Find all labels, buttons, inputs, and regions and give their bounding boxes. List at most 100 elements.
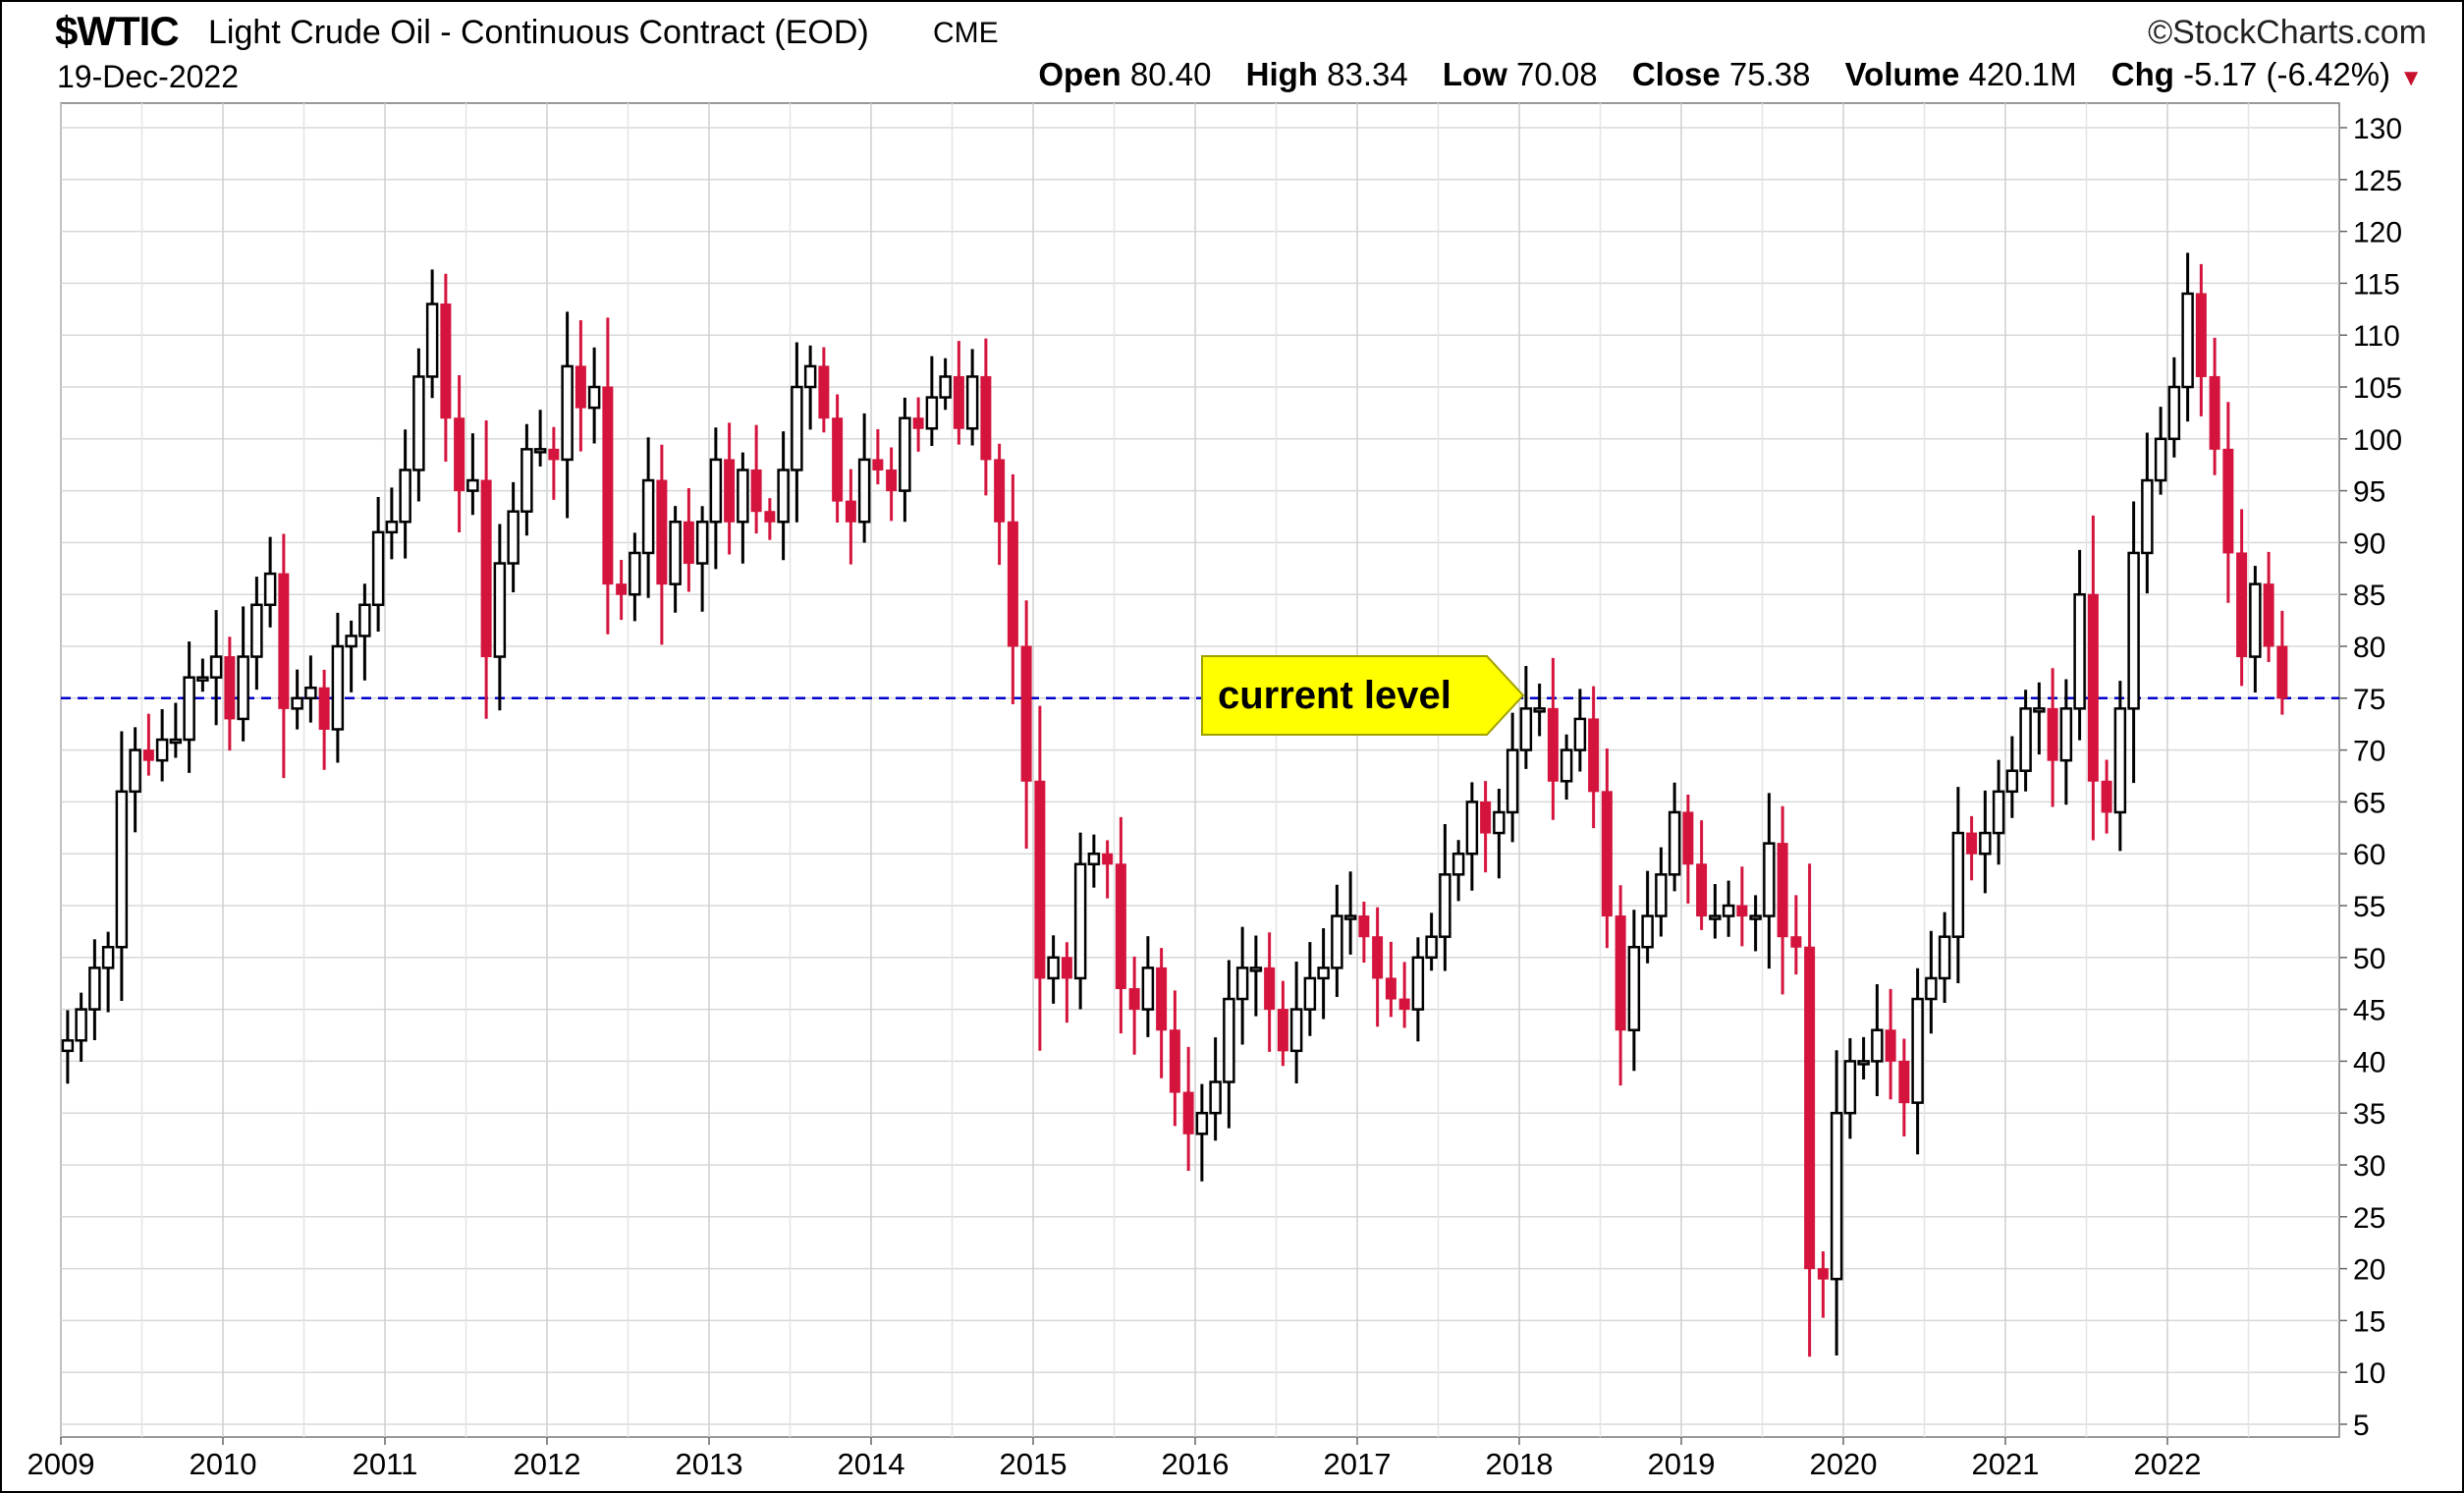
candle-body [2222, 448, 2234, 554]
y-tick-label: 130 [2353, 113, 2402, 145]
candle-body [480, 479, 492, 658]
chart-date: 19-Dec-2022 [57, 59, 239, 94]
candle-body [425, 303, 439, 378]
candle-body [318, 687, 330, 730]
candle-body [669, 521, 682, 585]
y-tick-label: 20 [2353, 1254, 2385, 1287]
candle-body [2005, 769, 2019, 794]
y-tick-label: 5 [2353, 1410, 2370, 1442]
candle-body [331, 644, 345, 731]
candle-body [737, 469, 749, 524]
y-tick-label: 120 [2353, 217, 2402, 249]
candle-body [939, 375, 952, 399]
y-tick-label: 85 [2353, 580, 2385, 612]
exchange-label: CME [933, 17, 999, 49]
open-label: Open [1038, 56, 1122, 92]
chg-value: -5.17 (-6.42%) [2183, 56, 2391, 92]
candle-body [2113, 707, 2127, 814]
candle-body [1533, 707, 1546, 713]
candle-body [2167, 385, 2181, 441]
candle-body [1843, 1060, 1857, 1115]
x-tick-label: 2012 [514, 1447, 581, 1481]
candle-body [2019, 707, 2032, 772]
candles-layer [61, 252, 2288, 1357]
y-tick-label: 125 [2353, 165, 2402, 197]
candle-body [183, 676, 195, 742]
candle-body [1627, 945, 1641, 1031]
open-value: 80.40 [1129, 56, 1212, 92]
candle-body [1547, 707, 1559, 782]
chart-grid [60, 102, 2340, 1438]
candle-body [724, 459, 736, 523]
candle-body [886, 469, 898, 492]
candle-body [899, 416, 911, 492]
candle-body [629, 551, 641, 596]
y-tick-label: 40 [2353, 1046, 2385, 1078]
volume-value: 420.1M [1968, 56, 2077, 92]
candle-body [2236, 552, 2248, 658]
candle-body [1871, 1028, 1884, 1063]
candle-body [1249, 967, 1263, 972]
candle-body [1047, 956, 1060, 980]
candle-body [1034, 780, 1046, 979]
candle-body [1209, 1080, 1222, 1115]
candle-body [2087, 593, 2099, 782]
candle-body [1588, 718, 1600, 793]
candle-body [857, 458, 871, 524]
candle-body [2195, 293, 2207, 377]
candle-body [2249, 582, 2262, 658]
candle-body [656, 479, 668, 585]
callout-label: current level [1218, 674, 1451, 717]
candle-body [1736, 905, 1748, 917]
candle-body [764, 511, 776, 523]
candle-body [1020, 645, 1032, 782]
candle-body [1885, 1029, 1896, 1062]
candle-body [602, 386, 614, 585]
candle-body [493, 562, 507, 658]
y-tick-label: 25 [2353, 1202, 2385, 1235]
candle-body [1992, 790, 2005, 835]
candle-body [399, 469, 411, 524]
candle-body [1966, 832, 1978, 855]
candle-body [575, 365, 586, 409]
current-level-callout: current level [1201, 655, 1525, 736]
candle-body [1465, 801, 1479, 856]
candle-body [237, 655, 249, 721]
candle-body [291, 696, 303, 710]
candle-body [1668, 810, 1681, 876]
y-tick-label: 15 [2353, 1305, 2385, 1338]
x-tick-label: 2010 [190, 1447, 257, 1481]
y-tick-label: 55 [2353, 891, 2385, 923]
y-tick-label: 10 [2353, 1357, 2385, 1390]
candle-body [2073, 592, 2086, 710]
candle-body [1264, 967, 1276, 1011]
candle-body [1641, 914, 1654, 949]
candle-body [2047, 707, 2058, 761]
candle-body [466, 478, 479, 492]
candle-body [2209, 375, 2220, 450]
candle-body [196, 676, 209, 682]
ticker-symbol: $WTIC [55, 8, 180, 54]
x-axis: 2009 2010 2011 2012 2013 2014 2015 2016 2017 2018… [27, 1437, 2201, 1481]
candle-body [1615, 915, 1626, 1031]
candle-body [345, 635, 357, 648]
candle-body [1911, 997, 1924, 1104]
candle-body [371, 530, 385, 607]
ohlc-readout: Open 80.40 High 83.34 Low 70.08 Close 75… [1038, 56, 2423, 93]
candle-body [1979, 831, 1992, 856]
close-value: 75.38 [1728, 56, 1811, 92]
candle-body [75, 1008, 87, 1042]
candle-body [980, 375, 992, 461]
candle-body [1007, 521, 1018, 647]
candle-body [1398, 998, 1410, 1011]
candle-body [1303, 976, 1317, 1011]
candle-body [1655, 873, 1668, 917]
candle-body [1411, 956, 1425, 1011]
low-value: 70.08 [1516, 56, 1598, 92]
candle-body [263, 572, 277, 607]
candle-body [1763, 842, 1776, 917]
high-value: 83.34 [1327, 56, 1408, 92]
close-label: Close [1631, 56, 1721, 92]
candle-body [1061, 957, 1072, 979]
